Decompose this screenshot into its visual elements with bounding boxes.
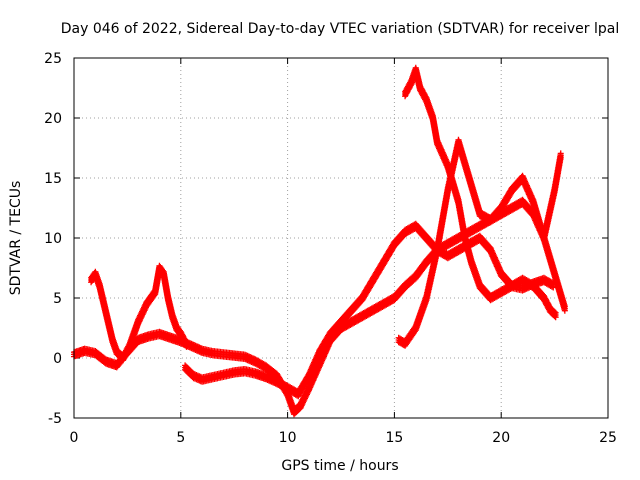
grid [74,58,608,418]
x-tick-label: 5 [176,430,185,446]
y-axis-label: SDTVAR / TECUs [8,181,24,296]
y-tick-label: 15 [44,171,62,187]
y-tick-label: 10 [44,231,62,247]
axis-ticks: 0 5 10 15 20 25 -5 0 5 10 15 20 25 [44,51,617,446]
y-tick-label: 0 [53,351,62,367]
y-tick-label: 25 [44,51,62,67]
x-tick-label: 25 [599,430,617,446]
x-tick-label: 10 [279,430,297,446]
y-tick-label: -5 [48,411,62,427]
data-point [407,82,414,89]
data-point [561,307,568,314]
y-tick-label: 20 [44,111,62,127]
x-tick-label: 15 [385,430,403,446]
x-tick-label: 20 [492,430,510,446]
series-track-4 [88,262,190,364]
x-tick-label: 0 [70,430,79,446]
x-axis-label: GPS time / hours [281,458,398,474]
data-point [550,284,557,291]
chart-title: Day 046 of 2022, Sidereal Day-to-day VTE… [61,21,619,37]
series-track-2 [182,220,557,400]
y-tick-label: 5 [53,291,62,307]
data-series [71,64,568,418]
